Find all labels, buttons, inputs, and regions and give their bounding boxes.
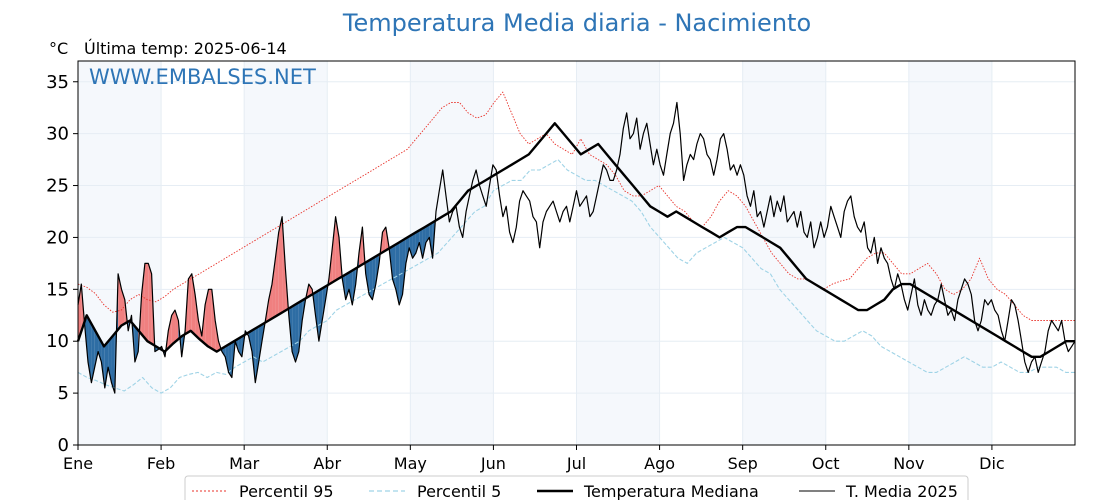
x-tick-label: Ago [644, 454, 675, 473]
fill-below-median [348, 270, 353, 305]
fill-above-median [278, 216, 283, 315]
legend-label-2025: T. Media 2025 [845, 482, 958, 500]
legend-label-p5: Percentil 5 [417, 482, 501, 500]
fill-below-median [402, 238, 406, 295]
fill-below-median [251, 328, 256, 383]
month-band [244, 61, 328, 445]
x-tick-label: May [394, 454, 427, 473]
fill-below-median [419, 228, 423, 259]
fill-below-median [101, 341, 105, 388]
legend-box [184, 475, 969, 500]
last-temp-label: Última temp: 2025-06-14 [84, 39, 287, 58]
fill-above-median [144, 263, 149, 342]
x-tick-label: Nov [893, 454, 924, 473]
fill-below-median [392, 244, 396, 290]
fill-below-median [91, 323, 95, 383]
series-temperatura-mediana [76, 122, 1075, 358]
fill-below-median [415, 230, 420, 253]
fill-above-median [268, 284, 273, 321]
x-axis-ticks: Ene Feb Mar Abr May Jun Jul Ago Sep Oct Nov Dic [63, 445, 1005, 473]
fill-above-median [282, 216, 286, 313]
month-bands [78, 61, 992, 445]
x-tick-label: Ene [63, 454, 93, 473]
fill-below-median [405, 236, 410, 264]
legend: Percentil 95 Percentil 5 Temperatura Med… [184, 475, 969, 500]
y-unit-label: °C [49, 39, 68, 58]
fill-above-median [141, 263, 145, 339]
fill-below-median [258, 324, 263, 362]
watermark: WWW.EMBALSES.NET [89, 65, 316, 89]
fill-above-median [138, 294, 142, 352]
y-tick-label: 0 [58, 435, 69, 456]
fill-below-median [94, 329, 99, 368]
series-percentil-5 [77, 159, 1075, 394]
fill-below-median [429, 222, 433, 259]
fill-below-median [318, 288, 323, 342]
fill-above-median [308, 284, 313, 297]
fill-below-median [111, 333, 115, 394]
fill-above-median [171, 310, 176, 345]
legend-label-median: Temperatura Mediana [583, 482, 759, 500]
legend-label-p95: Percentil 95 [239, 482, 334, 500]
fill-above-median [211, 289, 216, 351]
fill-above-median [188, 273, 192, 333]
x-tick-label: Dic [979, 454, 1005, 473]
y-tick-label: 25 [46, 176, 69, 197]
fill-below-median [422, 226, 426, 259]
fill-above-median [168, 315, 172, 349]
fill-below-median [352, 268, 356, 305]
x-tick-label: Oct [812, 454, 840, 473]
fill-below-median [315, 290, 319, 342]
fill-below-median [292, 304, 296, 362]
fill-below-median [108, 337, 112, 383]
series-percentil-95 [77, 91, 1075, 321]
fill-below-median [228, 342, 232, 378]
x-tick-label: Jul [566, 454, 586, 473]
fill-above-median [382, 227, 386, 253]
fill-above-median [148, 263, 152, 344]
x-tick-label: Feb [147, 454, 175, 473]
fill-below-median [295, 302, 299, 362]
series-lines [76, 91, 1076, 394]
y-tick-label: 30 [46, 124, 69, 145]
difference-fills [78, 211, 436, 394]
x-tick-label: Sep [728, 454, 758, 473]
x-tick-label: Abr [313, 454, 341, 473]
fill-above-median [272, 258, 276, 319]
fill-above-median [208, 289, 212, 349]
fill-below-median [412, 232, 416, 259]
fill-above-median [191, 273, 196, 336]
month-band [908, 61, 992, 445]
fill-below-median [409, 234, 413, 259]
x-tick-label: Mar [229, 454, 260, 473]
y-tick-label: 15 [46, 279, 69, 300]
x-tick-label: Jun [480, 454, 506, 473]
y-tick-label: 20 [46, 227, 69, 248]
chart-title: Temperatura Media diaria - Nacimiento [342, 9, 811, 37]
fill-above-median [332, 216, 336, 283]
fill-below-median [128, 315, 132, 331]
fill-below-median [255, 326, 259, 383]
y-tick-label: 10 [46, 331, 69, 352]
fill-below-median [395, 242, 400, 305]
fill-below-median [399, 240, 403, 305]
month-band [78, 61, 162, 445]
fill-below-median [345, 272, 349, 300]
month-band [576, 61, 660, 445]
fill-below-median [369, 258, 373, 300]
fill-below-median [104, 341, 109, 388]
y-axis-ticks: 0 5 10 15 20 25 30 35 [46, 72, 78, 456]
fill-above-median [78, 284, 82, 342]
fill-below-median [225, 344, 229, 373]
series-t-media-2025 [77, 101, 1076, 394]
fill-below-median [238, 336, 242, 357]
y-tick-label: 5 [58, 383, 69, 404]
y-tick-label: 35 [46, 72, 69, 93]
